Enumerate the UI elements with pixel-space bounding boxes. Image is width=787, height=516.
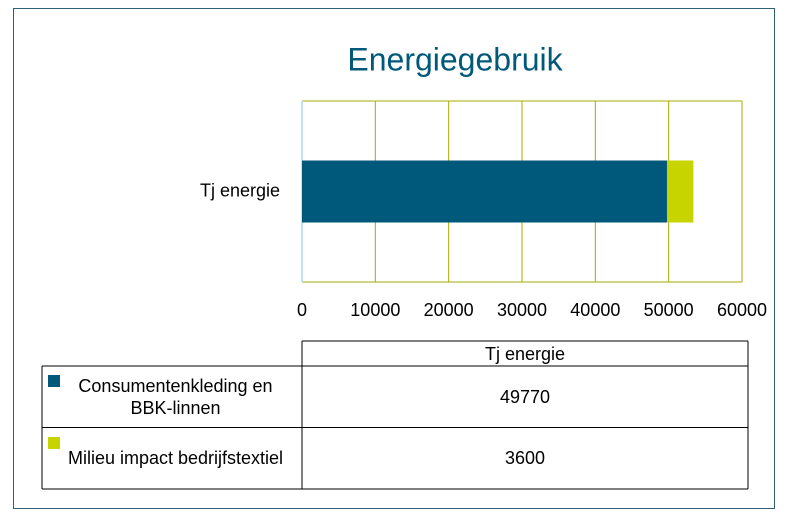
x-tick-label: 40000 — [570, 300, 620, 320]
bar-segment — [302, 160, 667, 223]
table-value-text: 3600 — [504, 448, 546, 469]
x-tick-label: 10000 — [350, 300, 400, 320]
table-value-text: 49770 — [499, 386, 551, 407]
table-value: 49770 — [302, 366, 748, 428]
legend-swatch — [48, 436, 60, 449]
frame — [13, 8, 775, 509]
x-tick-label: 50000 — [644, 300, 694, 320]
x-tick-label: 20000 — [424, 300, 474, 320]
legend-label: Milieu impact bedrijfstextiel — [67, 448, 284, 469]
bar-segment — [666, 160, 694, 223]
chart-title: Energiegebruik — [347, 41, 563, 77]
table-value: 3600 — [302, 428, 748, 490]
legend-swatch — [48, 375, 60, 387]
table-row-label: Milieu impact bedrijfstextiel — [48, 428, 300, 490]
table-header-text: Tj energie — [484, 343, 566, 364]
x-tick-label: 30000 — [497, 300, 547, 320]
x-tick-label: 0 — [297, 300, 307, 320]
x-tick-label: 60000 — [717, 300, 767, 320]
table-header: Tj energie — [302, 341, 748, 366]
legend-label: Consumentenkleding en BBK-linnen — [78, 375, 273, 418]
table-row-label: Consumentenkleding en BBK-linnen — [48, 366, 300, 428]
y-tick-label: Tj energie — [200, 180, 280, 200]
